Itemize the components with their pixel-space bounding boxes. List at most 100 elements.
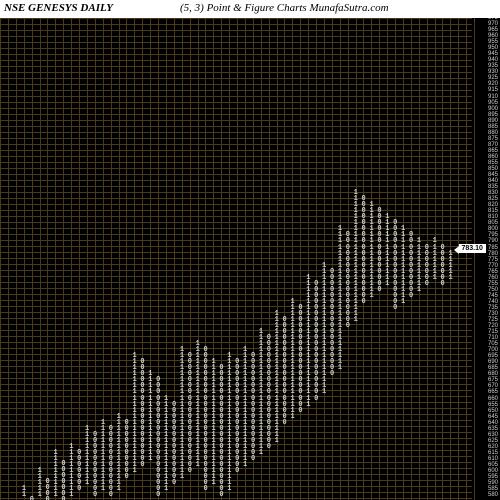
x-mark: 1 — [336, 226, 344, 232]
x-mark: 1 — [67, 492, 75, 498]
o-mark: 0 — [391, 245, 399, 251]
x-mark: 1 — [304, 365, 312, 371]
x-mark: 1 — [289, 299, 297, 305]
x-mark: 1 — [352, 245, 360, 251]
pf-column: 11111111111111111111 — [289, 18, 297, 500]
o-mark: 0 — [265, 335, 273, 341]
o-mark: 0 — [186, 396, 194, 402]
pf-column: 0000000 — [423, 18, 431, 500]
pf-column: 00000000000000 — [170, 18, 178, 500]
x-mark: 1 — [131, 396, 139, 402]
x-mark: 1 — [99, 420, 107, 426]
pf-column: 1111111111111111111111 — [178, 18, 186, 500]
x-mark: 1 — [225, 359, 233, 365]
o-mark: 0 — [265, 341, 273, 347]
o-mark: 0 — [202, 486, 210, 492]
chart-params: (5, 3) Point & Figure Charts — [180, 2, 309, 14]
o-mark: 0 — [154, 486, 162, 492]
o-mark: 0 — [407, 238, 415, 244]
x-mark: 1 — [225, 353, 233, 359]
o-mark: 0 — [218, 396, 226, 402]
o-mark: 0 — [186, 359, 194, 365]
x-mark: 1 — [210, 389, 218, 395]
x-mark: 1 — [368, 226, 376, 232]
x-mark: 1 — [273, 353, 281, 359]
x-mark: 1 — [368, 232, 376, 238]
x-mark: 1 — [368, 214, 376, 220]
x-mark: 1 — [368, 208, 376, 214]
o-mark: 0 — [312, 389, 320, 395]
x-mark: 1 — [383, 238, 391, 244]
x-mark: 1 — [304, 396, 312, 402]
pf-column: 111111111111111 — [146, 18, 154, 500]
o-mark: 0 — [297, 335, 305, 341]
x-mark: 1 — [399, 232, 407, 238]
o-mark: 0 — [91, 492, 99, 498]
x-mark: 1 — [352, 208, 360, 214]
callout-arrow-icon — [454, 246, 459, 254]
x-mark: 1 — [241, 365, 249, 371]
x-mark: 1 — [320, 371, 328, 377]
x-mark: 1 — [336, 353, 344, 359]
x-mark: 1 — [131, 353, 139, 359]
x-mark: 1 — [368, 238, 376, 244]
o-mark: 0 — [281, 317, 289, 323]
o-mark: 0 — [439, 245, 447, 251]
o-mark: 0 — [60, 461, 68, 467]
x-mark: 1 — [131, 389, 139, 395]
x-mark: 1 — [304, 377, 312, 383]
chart-title-left: NSE GENESYS DAILY — [4, 2, 113, 14]
pf-column: 00000000000000000000 — [154, 18, 162, 500]
x-mark: 1 — [431, 245, 439, 251]
x-mark: 1 — [20, 492, 28, 498]
o-mark: 0 — [360, 245, 368, 251]
o-mark: 0 — [202, 353, 210, 359]
o-mark: 0 — [107, 492, 115, 498]
chart-title-right: (5, 3) Point & Figure Charts MunafaSutra… — [180, 2, 389, 14]
o-mark: 0 — [265, 353, 273, 359]
o-mark: 0 — [376, 232, 384, 238]
x-mark: 1 — [178, 359, 186, 365]
o-mark: 0 — [233, 396, 241, 402]
x-mark: 1 — [320, 359, 328, 365]
o-mark: 0 — [154, 389, 162, 395]
o-mark: 0 — [407, 245, 415, 251]
o-mark: 0 — [218, 383, 226, 389]
o-mark: 0 — [312, 335, 320, 341]
x-mark: 1 — [273, 389, 281, 395]
o-mark: 0 — [265, 359, 273, 365]
x-mark: 1 — [352, 202, 360, 208]
x-mark: 1 — [273, 371, 281, 377]
o-mark: 0 — [202, 383, 210, 389]
x-mark: 1 — [320, 389, 328, 395]
x-mark: 1 — [304, 383, 312, 389]
pf-column: 000000000000000000 — [297, 18, 305, 500]
x-mark: 1 — [399, 238, 407, 244]
o-mark: 0 — [139, 396, 147, 402]
x-mark: 1 — [225, 389, 233, 395]
chart-header: NSE GENESYS DAILY (5, 3) Point & Figure … — [0, 0, 500, 18]
o-mark: 0 — [281, 341, 289, 347]
o-mark: 0 — [281, 359, 289, 365]
x-mark: 1 — [210, 377, 218, 383]
o-mark: 0 — [360, 220, 368, 226]
o-mark: 0 — [328, 371, 336, 377]
x-mark: 1 — [257, 341, 265, 347]
o-mark: 0 — [360, 232, 368, 238]
point-figure-plot: 1101111100001111111100000001111111110000… — [20, 18, 472, 500]
o-mark: 0 — [297, 305, 305, 311]
x-mark: 1 — [146, 396, 154, 402]
pf-column: 11111111111111111111 — [131, 18, 139, 500]
o-mark: 0 — [249, 371, 257, 377]
pf-column: 00000000000000000000 — [186, 18, 194, 500]
o-mark: 0 — [328, 269, 336, 275]
x-mark: 1 — [289, 347, 297, 353]
o-mark: 0 — [297, 389, 305, 395]
x-mark: 1 — [131, 371, 139, 377]
pf-column: 000000000000000000 — [360, 18, 368, 500]
x-mark: 1 — [336, 341, 344, 347]
o-mark: 0 — [107, 426, 115, 432]
o-mark: 0 — [218, 486, 226, 492]
x-mark: 1 — [178, 365, 186, 371]
o-mark: 0 — [91, 432, 99, 438]
